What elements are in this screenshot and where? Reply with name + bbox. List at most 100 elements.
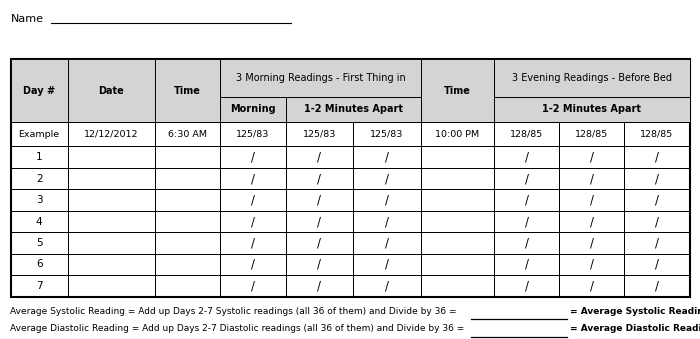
Text: /: / [524,194,528,206]
Bar [559,211,624,232]
Bar [624,97,690,122]
Bar [494,122,559,146]
Bar [10,59,68,122]
Text: 125/83: 125/83 [237,130,270,139]
Bar [421,146,494,168]
Bar [155,232,220,254]
Bar [68,122,155,146]
Bar [624,232,690,254]
Text: 1-2 Minutes Apart: 1-2 Minutes Apart [304,104,402,114]
Bar [220,146,286,168]
Bar [494,168,559,190]
Text: 3 Evening Readings - Before Bed: 3 Evening Readings - Before Bed [512,73,672,83]
Bar [421,190,494,211]
Text: /: / [524,172,528,185]
Bar [68,168,155,190]
Bar [354,275,421,297]
Bar [354,190,421,211]
Text: /: / [317,237,321,250]
Bar [155,122,220,146]
Text: /: / [251,237,255,250]
Text: 1: 1 [36,152,43,162]
Text: /: / [251,194,255,206]
Bar [155,254,220,275]
Text: 128/85: 128/85 [640,130,673,139]
Bar [624,275,690,297]
Text: /: / [589,215,594,228]
Text: /: / [385,258,389,271]
Bar [286,168,354,190]
Bar [559,122,624,146]
Bar [559,59,624,97]
Text: /: / [317,172,321,185]
Text: 10:00 PM: 10:00 PM [435,130,480,139]
Bar [10,59,68,97]
Bar [10,211,68,232]
Bar [421,275,494,297]
Text: /: / [589,279,594,293]
Bar [421,59,494,122]
Text: = Average Systolic Reading: = Average Systolic Reading [570,307,700,316]
Bar [220,59,421,97]
Bar [10,190,68,211]
Text: 3: 3 [36,195,43,205]
Bar [220,232,286,254]
Text: 5: 5 [36,238,43,248]
Bar [68,211,155,232]
Bar [10,59,68,122]
Bar [10,146,68,168]
Text: /: / [385,172,389,185]
Bar [155,59,220,122]
Bar [494,254,559,275]
Bar [155,59,220,97]
Bar [68,146,155,168]
Bar [68,59,155,122]
Text: /: / [655,258,659,271]
Text: 125/83: 125/83 [370,130,404,139]
Bar [220,59,286,97]
Text: 6:30 AM: 6:30 AM [168,130,207,139]
Text: 125/83: 125/83 [302,130,336,139]
Text: /: / [524,279,528,293]
Bar [624,146,690,168]
Bar [10,97,690,122]
Bar [155,211,220,232]
Bar [10,232,68,254]
Bar [354,168,421,190]
Text: /: / [385,194,389,206]
Bar [220,254,286,275]
Bar [68,190,155,211]
Text: 2: 2 [36,174,43,184]
Text: /: / [589,172,594,185]
Bar [421,97,494,122]
Text: /: / [385,215,389,228]
Bar [559,146,624,168]
Text: /: / [251,151,255,164]
Text: /: / [317,258,321,271]
Bar [494,97,559,122]
Text: /: / [317,215,321,228]
Bar [10,254,68,275]
Bar [286,254,354,275]
Bar [421,59,494,97]
Bar [286,190,354,211]
Text: /: / [655,194,659,206]
Bar [220,211,286,232]
Bar [220,168,286,190]
Bar [220,59,421,97]
Text: /: / [524,237,528,250]
Text: 7: 7 [36,281,43,291]
Bar [155,59,220,122]
Text: /: / [251,279,255,293]
Bar [155,190,220,211]
Text: Morning: Morning [230,104,276,114]
Bar [624,168,690,190]
Bar [286,97,354,122]
Bar [354,122,421,146]
Text: /: / [655,215,659,228]
Text: /: / [317,194,321,206]
Bar [624,59,690,97]
Text: /: / [655,151,659,164]
Text: /: / [385,279,389,293]
Bar [220,275,286,297]
